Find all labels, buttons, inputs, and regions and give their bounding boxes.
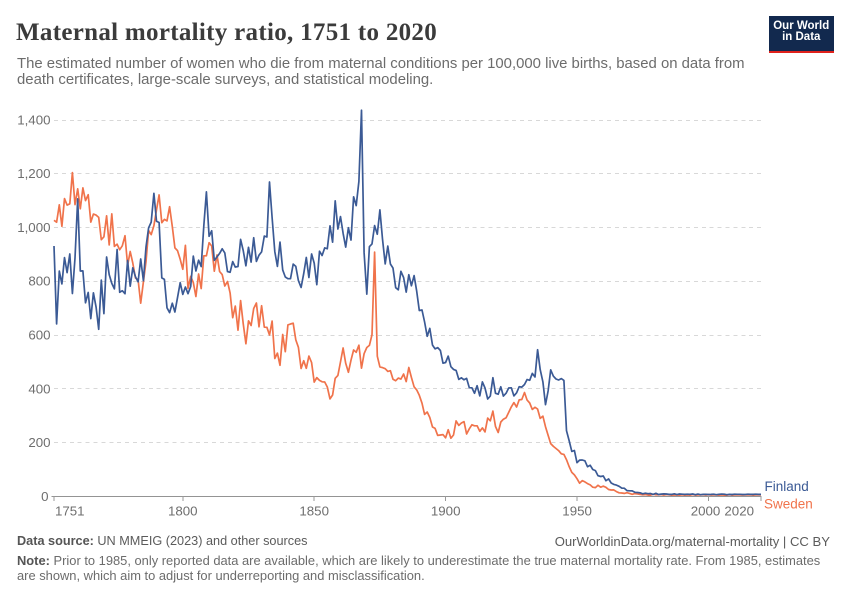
svg-text:200: 200: [28, 435, 50, 450]
svg-text:800: 800: [28, 274, 50, 289]
svg-text:0: 0: [41, 489, 48, 504]
svg-text:1950: 1950: [562, 504, 592, 519]
svg-text:1,200: 1,200: [17, 166, 50, 181]
svg-text:1,400: 1,400: [17, 112, 50, 127]
svg-text:600: 600: [28, 328, 50, 343]
svg-text:Finland: Finland: [765, 479, 809, 494]
svg-text:1900: 1900: [431, 504, 461, 519]
svg-text:1850: 1850: [299, 504, 329, 519]
svg-text:2020: 2020: [724, 504, 754, 519]
svg-text:1,000: 1,000: [17, 220, 50, 235]
svg-text:2000: 2000: [691, 504, 721, 519]
svg-text:1751: 1751: [55, 504, 85, 519]
svg-text:Sweden: Sweden: [764, 497, 813, 512]
svg-text:1800: 1800: [168, 504, 198, 519]
svg-text:400: 400: [28, 381, 50, 396]
